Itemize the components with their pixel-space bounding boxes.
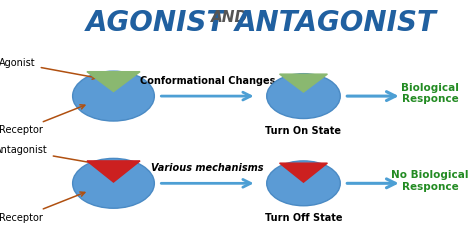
Circle shape	[73, 71, 155, 121]
Text: Various mechanisms: Various mechanisms	[151, 163, 264, 173]
Text: Agonist: Agonist	[0, 58, 97, 79]
Text: Biological
Responce: Biological Responce	[401, 83, 459, 104]
Text: Turn On State: Turn On State	[265, 126, 341, 136]
Circle shape	[267, 161, 340, 206]
Text: AGONIST: AGONIST	[86, 9, 227, 37]
Polygon shape	[87, 161, 140, 182]
Text: AND: AND	[211, 10, 248, 25]
Circle shape	[267, 74, 340, 118]
Circle shape	[73, 159, 155, 208]
Text: Receptor: Receptor	[0, 105, 85, 136]
Text: Conformational Changes: Conformational Changes	[140, 76, 275, 86]
Text: No Biological
Responce: No Biological Responce	[392, 170, 469, 192]
Text: Turn Off State: Turn Off State	[265, 213, 342, 223]
Polygon shape	[280, 74, 328, 92]
Polygon shape	[87, 72, 140, 92]
Text: Antagonist: Antagonist	[0, 145, 105, 167]
Text: ANTAGONIST: ANTAGONIST	[235, 9, 437, 37]
Text: Receptor: Receptor	[0, 192, 85, 223]
Polygon shape	[280, 163, 328, 182]
